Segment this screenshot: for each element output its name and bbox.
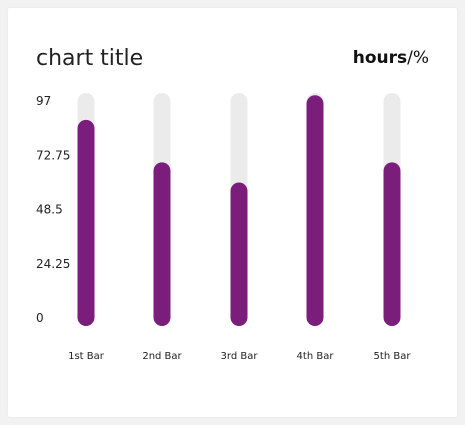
x-category-label: 3rd Bar [221, 351, 259, 362]
bar[interactable] [153, 162, 171, 326]
x-category-label: 1st Bar [68, 351, 105, 362]
bar[interactable] [230, 182, 248, 326]
chart-title: chart title [36, 46, 144, 71]
unit-label: hours/% [353, 46, 429, 70]
bar[interactable] [306, 95, 324, 326]
y-tick-label: 48.5 [36, 203, 63, 217]
y-tick-label: 97 [36, 94, 51, 108]
x-category-label: 4th Bar [297, 351, 335, 362]
y-tick-label: 0 [36, 311, 44, 325]
bar[interactable] [383, 162, 401, 326]
x-category-label: 2nd Bar [142, 351, 182, 362]
x-category-label: 5th Bar [374, 351, 412, 362]
unit-label-rest: /% [407, 48, 429, 68]
y-tick-label: 24.25 [36, 257, 70, 271]
unit-label-bold: hours [352, 48, 408, 68]
bar[interactable] [77, 119, 95, 326]
y-tick-label: 72.75 [36, 148, 70, 162]
